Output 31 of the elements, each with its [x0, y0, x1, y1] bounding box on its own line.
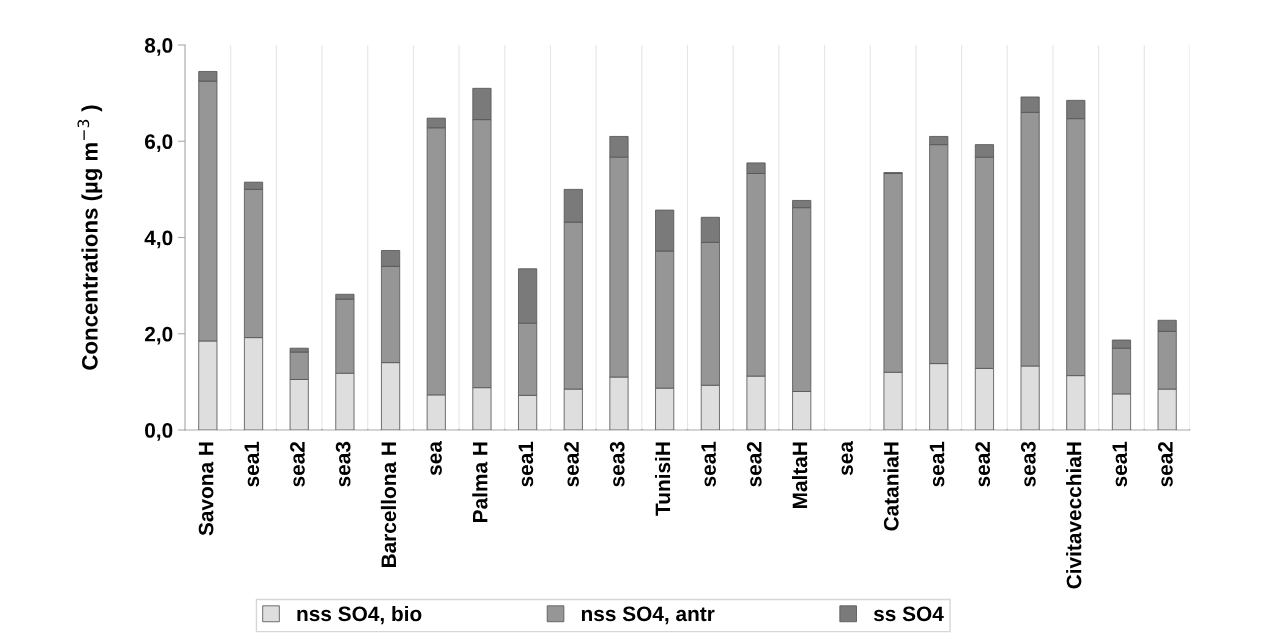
y-tick-label: 8,0 [144, 38, 173, 56]
y-axis-title: Concentrations (µg m$^{−3}$ ) [77, 105, 103, 370]
x-tick-label: sea2 [564, 441, 579, 487]
x-tick-label: Savona H [198, 442, 214, 536]
x-tick-label: CivitavecchiaH [1066, 442, 1082, 589]
x-tick-label: sea3 [1020, 441, 1036, 487]
y-tick-label: 2,0 [144, 326, 173, 345]
x-tick-label: Barcellona H [380, 442, 397, 568]
x-tick-label: TunisiH [654, 442, 671, 516]
y-tick-label: 0,0 [145, 423, 173, 441]
legend-label: nss SO4, antr [581, 606, 715, 625]
x-tick-label: sea1 [701, 441, 716, 487]
legend-label: ss SO4 [873, 606, 944, 622]
x-tick-label: sea1 [244, 441, 260, 487]
x-tick-label: sea2 [290, 441, 305, 487]
x-tick-label: sea2 [975, 441, 991, 487]
x-tick-label: Palma H [472, 442, 488, 522]
x-tick-label: sea3 [609, 441, 625, 487]
x-tick-label: sea3 [335, 441, 351, 487]
x-tick-label: sea1 [1112, 441, 1128, 487]
x-tick-label: sea2 [1158, 441, 1173, 487]
y-tick-label: 6,0 [145, 134, 173, 153]
x-tick-label: MaltaH [791, 442, 808, 509]
x-tick-label: sea [841, 440, 853, 476]
legend-label: nss SO4, bio [297, 605, 422, 625]
y-tick-label: 4,0 [144, 230, 173, 249]
x-tick-label: CataniaH [883, 442, 899, 531]
x-tick-label: sea1 [929, 441, 945, 487]
x-tick-label: sea2 [746, 441, 762, 487]
x-tick-label: sea [430, 440, 442, 476]
x-tick-label: sea1 [518, 441, 534, 487]
